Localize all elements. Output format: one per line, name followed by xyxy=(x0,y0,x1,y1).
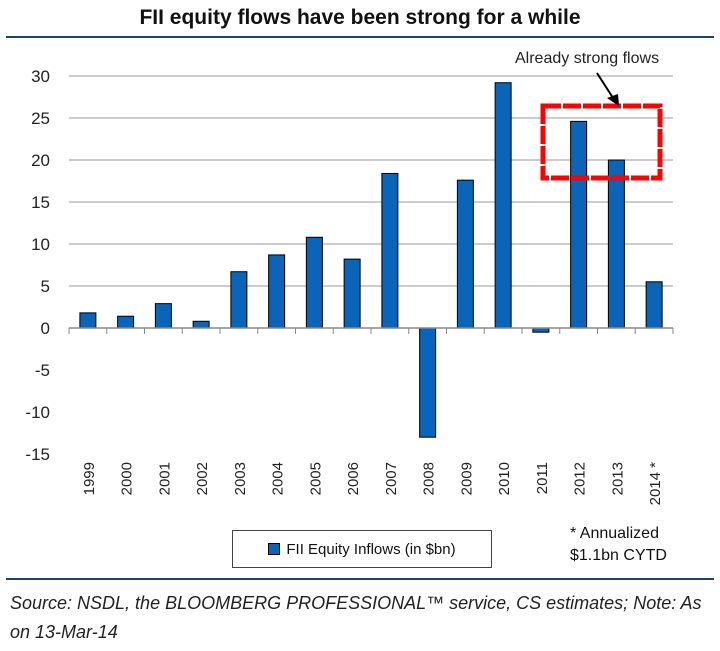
x-tick-label: 2012 xyxy=(572,462,589,495)
x-tick-label: 2011 xyxy=(534,462,551,494)
divider xyxy=(6,578,714,580)
divider xyxy=(6,36,714,38)
y-tick-label: 10 xyxy=(31,235,50,254)
footnote-line: * Annualized xyxy=(570,525,659,542)
x-tick-label: 2013 xyxy=(609,462,626,495)
footnote-line: $1.1bn CYTD xyxy=(570,547,667,564)
y-tick-label: 30 xyxy=(31,67,50,86)
highlight-box xyxy=(540,103,663,181)
bar xyxy=(645,281,663,329)
x-tick-label: 2005 xyxy=(307,462,324,495)
x-tick-label: 2009 xyxy=(458,462,475,495)
bar xyxy=(343,258,361,329)
bar xyxy=(154,303,172,329)
y-tick-label: 20 xyxy=(31,151,50,170)
bar xyxy=(79,312,97,329)
bar xyxy=(230,271,248,329)
x-tick-label: 2002 xyxy=(194,462,211,495)
bar xyxy=(419,327,437,438)
arrow-head xyxy=(607,94,619,106)
y-tick-label: 25 xyxy=(31,109,50,128)
y-tick-label: -10 xyxy=(25,403,50,422)
x-tick-label: 1999 xyxy=(81,462,98,495)
source-note: Source: NSDL, the BLOOMBERG PROFESSIONAL… xyxy=(10,593,702,642)
x-tick-label: 2010 xyxy=(496,462,513,495)
legend: FII Equity Inflows (in $bn) xyxy=(232,530,492,568)
bar xyxy=(117,315,135,329)
footnote: * Annualized $1.1bn CYTD xyxy=(570,523,667,567)
bar xyxy=(456,179,474,329)
y-tick-label: 15 xyxy=(31,193,50,212)
bar-chart: 30 25 20 15 10 5 0 -5 -10 -15 1999 2000 2001 2002 2003… xyxy=(25,67,674,506)
y-tick-label: -15 xyxy=(25,445,50,464)
y-tick-label: 0 xyxy=(41,319,50,338)
legend-swatch xyxy=(268,543,281,555)
x-tick-label: 2008 xyxy=(421,462,438,495)
x-tick-label: 2007 xyxy=(383,462,400,495)
x-tick-label: 2000 xyxy=(119,462,136,495)
x-tick-label: 2003 xyxy=(232,462,249,495)
annotation-text: Already strong flows xyxy=(515,50,660,67)
bar xyxy=(381,172,399,329)
bar xyxy=(305,236,323,329)
x-tick-label: 2001 xyxy=(156,462,173,495)
x-tick-label: 2004 xyxy=(270,462,287,495)
legend-label: FII Equity Inflows (in $bn) xyxy=(286,540,456,558)
bar xyxy=(268,254,286,329)
bar xyxy=(494,82,512,329)
x-tick-label: 2014 * xyxy=(647,462,664,506)
x-tick-label: 2006 xyxy=(345,462,362,495)
bar xyxy=(192,320,210,329)
y-tick-label: 5 xyxy=(41,277,50,296)
chart-title: FII equity flows have been strong for a … xyxy=(139,6,581,29)
bar xyxy=(607,159,625,329)
y-tick-label: -5 xyxy=(35,361,50,380)
bar xyxy=(570,120,588,329)
